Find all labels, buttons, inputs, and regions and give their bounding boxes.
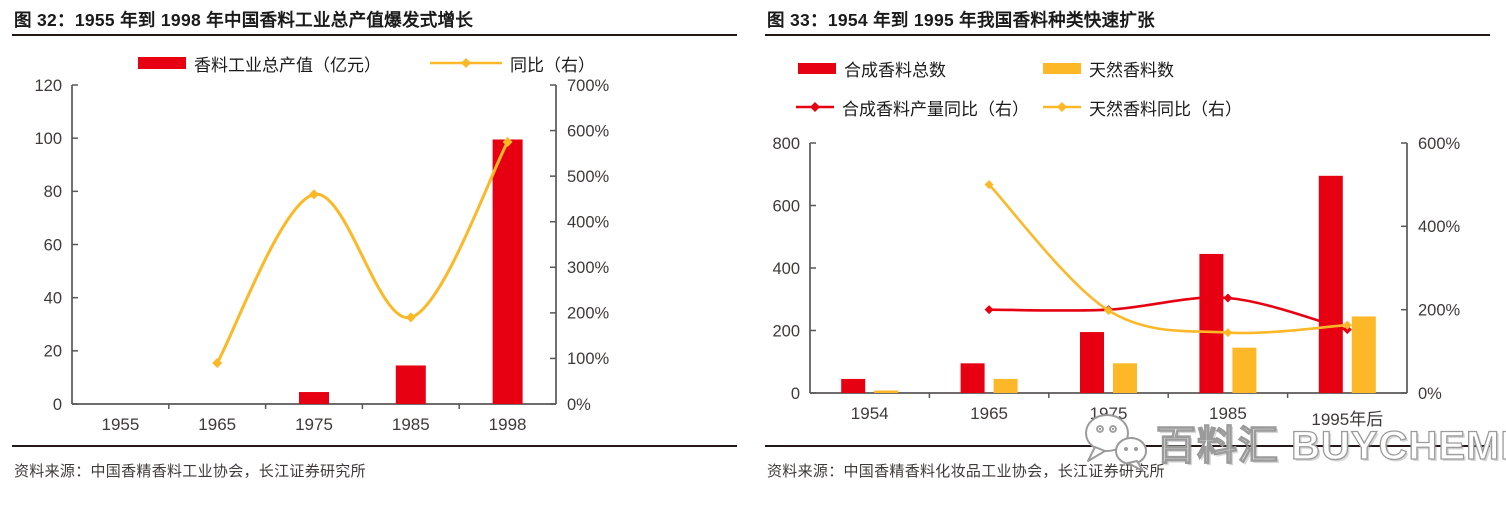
figure-32-title: 图 32：1955 年到 1998 年中国香料工业总产值爆发式增长 [14,10,474,30]
left-axis-label: 600 [772,197,800,215]
bar-series-0-cat-2 [299,392,329,404]
left-axis-label: 80 [44,183,62,201]
left-axis-label: 0 [53,396,62,414]
right-axis-label: 0% [567,396,591,414]
x-axis-label: 1998 [489,415,527,434]
left-axis-label: 60 [44,236,62,254]
x-axis-label: 1975 [295,415,333,434]
x-axis-label: 1965 [198,415,236,434]
left-axis-label: 400 [772,260,800,278]
right-axis-label: 0% [1418,385,1442,403]
figure-33-chart: 0 200 400 600 800 0% 200% 400% 600% 1954 1965 1975 1… [772,135,1461,429]
figure-33-source: 资料来源：中国香精香料化妆品工业协会，长江证券研究所 [767,463,1165,480]
x-axis-label: 1954 [851,404,889,423]
bar-series-0-cat-2 [1080,332,1104,393]
line-series-0 [215,140,510,365]
line-series-1-marker [1342,320,1352,330]
right-axis-label: 600% [567,122,610,140]
line-series-0-marker [212,357,223,368]
left-axis-label: 800 [772,135,800,153]
right-axis-label: 100% [567,350,610,368]
x-axis-label: 1985 [1209,404,1247,423]
bar-series-0-cat-1 [960,363,985,393]
x-axis-label: 1985 [392,415,430,434]
right-axis-label: 400% [1418,218,1461,236]
figure-33-panel: 图 33：1954 年到 1995 年我国香料种类快速扩张 合成香料总数 天然香料… [753,0,1506,515]
line-series-1-marker [1223,328,1233,338]
bar-series-0-cat-0 [841,378,866,393]
bar-series-0-cat-4 [492,139,523,404]
left-axis-label: 40 [44,289,62,307]
left-axis-label: 200 [772,322,800,340]
line-series-0-marker [405,312,416,323]
left-axis-label: 0 [791,385,800,403]
x-axis-label: 1995年后 [1311,410,1383,429]
figure-32-source: 资料来源：中国香精香料工业协会，长江证券研究所 [14,463,366,480]
bar-series-1-cat-2 [1113,363,1137,393]
right-axis-label: 200% [567,305,610,323]
right-axis-label: 600% [1418,135,1461,153]
bar-series-0-cat-3 [395,365,426,404]
line-series-0-marker [1342,325,1352,335]
bar-series-1-cat-1 [993,378,1018,393]
figure-32-bottom-rule [12,445,737,447]
bar-series-0-cat-4 [1318,175,1343,393]
line-series-1 [987,183,1349,335]
figure-33-title: 图 33：1954 年到 1995 年我国香料种类快速扩张 [767,10,1155,30]
line-series-0-marker [309,189,319,200]
left-axis-label: 20 [44,343,62,361]
line-series-1-marker [984,180,994,190]
line-series-0-marker [1223,293,1233,303]
bar-series-1-cat-3 [1232,347,1257,393]
right-axis-label: 500% [567,168,610,186]
figure-32-chart: 0 20 40 60 80 100 120 0% 100% 200% 300% 400% 500% 600… [34,77,610,434]
line-series-0-marker [984,305,994,315]
x-axis-label: 1965 [970,404,1008,423]
figure-32-panel: 图 32：1955 年到 1998 年中国香料工业总产值爆发式增长 香料工业总产… [12,10,737,480]
line-series-1-marker [1104,306,1113,315]
line-series-0-marker [502,136,513,147]
right-axis-label: 300% [567,259,610,277]
right-axis-label: 400% [567,213,610,231]
line-series-0 [987,296,1349,331]
figure-33-bottom-rule [765,445,1490,447]
bar-series-0-cat-3 [1199,253,1224,393]
right-axis-label: 200% [1418,301,1461,319]
figure-33-title-rule [765,34,1490,36]
x-axis-label: 1975 [1090,404,1128,423]
figure-32-title-rule [12,34,737,36]
right-axis-label: 700% [567,77,610,95]
x-axis-label: 1955 [101,415,139,434]
bar-series-1-cat-0 [874,390,899,393]
left-axis-label: 120 [34,77,62,95]
left-axis-label: 100 [34,130,62,148]
bar-series-1-cat-4 [1351,316,1376,393]
